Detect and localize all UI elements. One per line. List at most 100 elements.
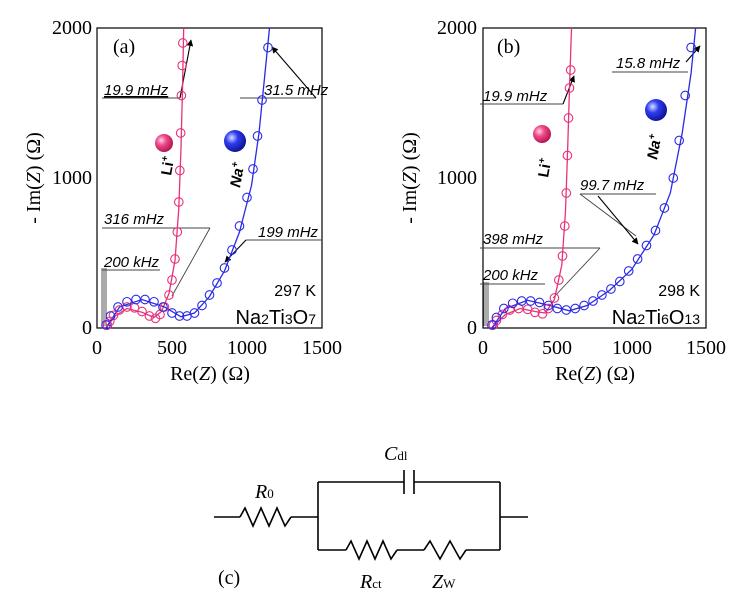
panel-b-data-points xyxy=(487,42,696,330)
panel-a-point-li-7 xyxy=(144,311,155,321)
panel-a-point-na-4 xyxy=(131,294,141,305)
panel-b-point-na-21 xyxy=(668,173,679,183)
panel-b-point-na-18 xyxy=(641,240,652,251)
panel-a-ytick-0: 0 xyxy=(82,317,92,339)
panel-b-point-na-19 xyxy=(650,225,661,236)
panel-a-point-na-1 xyxy=(105,311,116,321)
panel-b-point-li-14 xyxy=(562,150,573,161)
panel-a-annot-200khz: 200 kHz xyxy=(103,254,160,271)
panel-a-point-na-13 xyxy=(204,290,215,300)
panel-a-point-na-0 xyxy=(101,320,111,330)
panel-b-annot-99-7mhz: 99.7 mHz xyxy=(580,177,645,194)
panel-a-annot-316mhz: 316 mHz xyxy=(104,211,165,228)
panel-b-point-li-7 xyxy=(537,308,548,319)
panel-a-li-ion-label: Li+ xyxy=(157,155,178,177)
panel-b: (b) 2000 1000 0 0 500 1000 1500 Re(Z) (Ω… xyxy=(399,17,726,385)
panel-a-point-li-16 xyxy=(174,165,185,176)
panel-b-xtick-1500: 1500 xyxy=(686,337,726,359)
panel-b-point-li-13 xyxy=(561,188,572,198)
panel-b-point-na-24 xyxy=(686,42,696,53)
panel-a-ytick-1000: 1000 xyxy=(52,167,92,189)
panel-a-point-na-12 xyxy=(197,300,207,311)
panel-a-fit-line-li xyxy=(105,27,185,329)
panel-b-compound: Na2Ti6O13 xyxy=(612,307,700,329)
panel-b-point-na-6 xyxy=(534,297,545,308)
panel-b-point-li-12 xyxy=(559,221,570,231)
panel-a-temperature: 297 K xyxy=(274,283,316,300)
panel-b-point-li-6 xyxy=(530,307,540,318)
panel-a-point-na-22 xyxy=(263,42,273,53)
panel-a-point-li-11 xyxy=(164,290,174,300)
panel-a-point-na-19 xyxy=(248,164,258,174)
panel-b-point-li-15 xyxy=(563,113,574,123)
panel-a-point-li-13 xyxy=(170,254,180,264)
panel-a-x-axis-label: Re(Z) (Ω) xyxy=(170,363,250,385)
panel-a-point-na-15 xyxy=(219,263,230,273)
panel-b-point-na-12 xyxy=(588,296,598,306)
panel-a-point-na-20 xyxy=(252,131,263,141)
panel-b-point-li-16 xyxy=(564,83,575,93)
panel-a-point-na-5 xyxy=(140,294,150,305)
panel-b-point-li-17 xyxy=(565,65,576,75)
panel-a-point-na-2 xyxy=(113,302,123,312)
panel-a-annot-19-9mhz: 19.9 mHz xyxy=(104,82,169,99)
panel-a-xtick-0: 0 xyxy=(92,337,102,359)
panel-b-point-li-2 xyxy=(497,309,508,320)
panel-b-annot-15-8mhz: 15.8 mHz xyxy=(616,55,681,72)
panel-a-point-li-14 xyxy=(172,227,183,237)
panel-b-point-na-2 xyxy=(498,303,509,314)
panel-a-li-ion-icon xyxy=(155,134,173,152)
panel-a-point-li-20 xyxy=(177,38,188,48)
panel-a-point-na-9 xyxy=(174,311,185,321)
panel-a-point-na-11 xyxy=(189,308,200,318)
panel-a-point-na-21 xyxy=(257,95,267,105)
panel-b-point-li-9 xyxy=(549,293,560,303)
panel-a-data-points xyxy=(101,38,273,330)
panel-a-point-li-12 xyxy=(167,275,177,285)
panel-a-point-li-15 xyxy=(173,197,184,207)
panel-a-point-li-18 xyxy=(176,90,187,101)
circuit-warburg-zw xyxy=(423,539,467,561)
panel-a: (a) 2000 1000 0 0 500 1000 1500 Re(Z) (Ω… xyxy=(23,17,342,385)
circuit-resistor-r0 xyxy=(239,506,292,528)
panel-a-na-ion-label: Na+ xyxy=(226,161,248,189)
panel-b-point-na-23 xyxy=(680,90,691,101)
panel-b-point-na-7 xyxy=(543,300,554,311)
panel-b-annotation-lines xyxy=(480,71,688,326)
panel-b-label: (b) xyxy=(497,36,520,58)
panel-a-point-li-19 xyxy=(177,60,188,71)
panel-a-point-li-17 xyxy=(175,128,186,138)
panel-b-xtick-1000: 1000 xyxy=(612,337,652,359)
panel-b-na-ion-label: Na+ xyxy=(643,133,665,161)
panel-b-x-axis-label: Re(Z) (Ω) xyxy=(555,363,635,385)
panel-b-point-na-10 xyxy=(570,303,581,314)
panel-a-plot-frame xyxy=(96,27,323,329)
panel-b-point-li-11 xyxy=(557,251,568,261)
panel-a-annot-31-5mhz: 31.5 mHz xyxy=(264,82,329,99)
panel-a-fit-line-na xyxy=(105,27,271,329)
panel-b-xtick-500: 500 xyxy=(542,337,572,359)
panel-b-ytick-1000: 1000 xyxy=(437,167,477,189)
panel-b-point-na-14 xyxy=(606,284,616,294)
panel-b-point-na-15 xyxy=(614,276,625,287)
circuit-label-cdl: Cdl xyxy=(384,443,408,465)
panel-b-annot-200khz: 200 kHz xyxy=(482,267,539,284)
panel-b-xtick-0: 0 xyxy=(478,337,488,359)
panel-a-point-na-7 xyxy=(158,302,168,312)
panel-b-annot-398mhz: 398 mHz xyxy=(483,231,544,248)
panel-a-point-li-6 xyxy=(137,306,147,317)
panel-b-point-na-8 xyxy=(552,303,563,314)
panel-b-fit-line-na xyxy=(491,27,697,329)
panel-a-ytick-2000: 2000 xyxy=(52,17,92,39)
panel-a-point-na-17 xyxy=(234,221,245,231)
panel-a-xtick-1000: 1000 xyxy=(227,337,267,359)
panel-b-point-na-16 xyxy=(623,266,634,276)
panel-a-annot-199mhz: 199 mHz xyxy=(258,224,319,241)
panel-b-point-li-10 xyxy=(553,275,564,285)
panel-b-temperature: 298 K xyxy=(658,283,700,300)
panel-a-point-na-14 xyxy=(212,278,222,288)
panel-a-point-na-6 xyxy=(149,296,159,307)
panel-a-y-axis-label: - Im(Z) (Ω) xyxy=(23,132,45,224)
equivalent-circuit xyxy=(214,470,528,561)
